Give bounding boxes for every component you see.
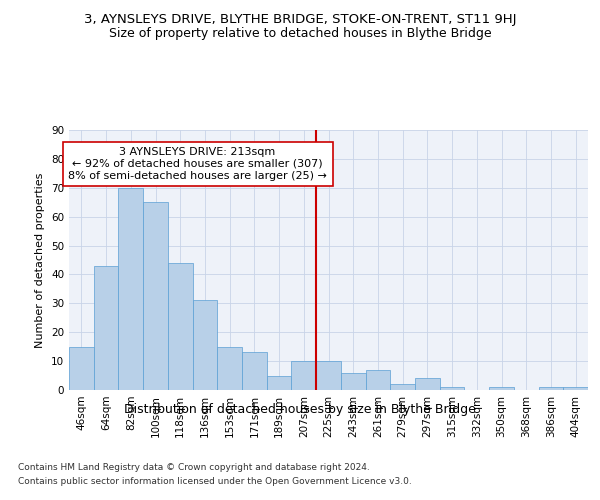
Bar <box>143 202 168 390</box>
Bar <box>292 361 316 390</box>
Bar <box>365 370 390 390</box>
Bar <box>242 352 267 390</box>
Bar <box>390 384 415 390</box>
Bar <box>168 263 193 390</box>
Text: Size of property relative to detached houses in Blythe Bridge: Size of property relative to detached ho… <box>109 28 491 40</box>
Text: 3, AYNSLEYS DRIVE, BLYTHE BRIDGE, STOKE-ON-TRENT, ST11 9HJ: 3, AYNSLEYS DRIVE, BLYTHE BRIDGE, STOKE-… <box>84 12 516 26</box>
Text: Contains HM Land Registry data © Crown copyright and database right 2024.: Contains HM Land Registry data © Crown c… <box>18 462 370 471</box>
Bar <box>94 266 118 390</box>
Bar <box>563 387 588 390</box>
Bar <box>489 387 514 390</box>
Y-axis label: Number of detached properties: Number of detached properties <box>35 172 46 348</box>
Bar <box>69 346 94 390</box>
Bar <box>539 387 563 390</box>
Text: Contains public sector information licensed under the Open Government Licence v3: Contains public sector information licen… <box>18 478 412 486</box>
Bar <box>415 378 440 390</box>
Text: 3 AYNSLEYS DRIVE: 213sqm
← 92% of detached houses are smaller (307)
8% of semi-d: 3 AYNSLEYS DRIVE: 213sqm ← 92% of detach… <box>68 148 327 180</box>
Bar <box>193 300 217 390</box>
Bar <box>440 387 464 390</box>
Bar <box>341 372 365 390</box>
Bar <box>118 188 143 390</box>
Text: Distribution of detached houses by size in Blythe Bridge: Distribution of detached houses by size … <box>124 402 476 415</box>
Bar <box>267 376 292 390</box>
Bar <box>316 361 341 390</box>
Bar <box>217 346 242 390</box>
